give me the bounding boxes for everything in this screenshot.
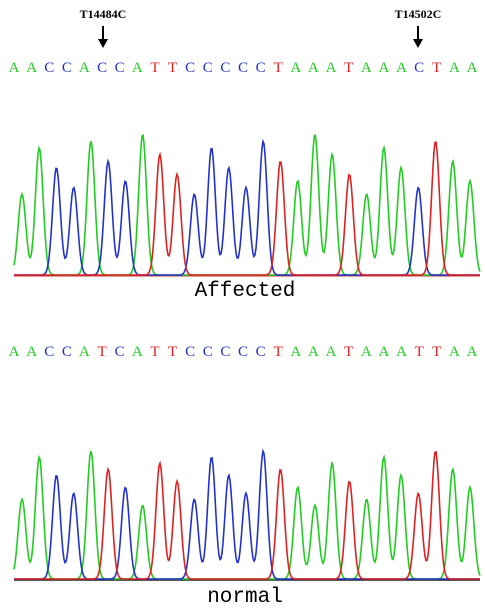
base-letter: A [379,60,390,76]
base-letter: A [467,60,478,76]
mutation-label: T14484C [80,7,127,21]
figure: T14484C T14502C AACCACCATTCCCCCTAAATAAAC… [0,0,485,609]
base-letter: T [344,60,353,76]
base-letter: T [150,60,159,76]
base-letter: C [97,60,107,76]
base-letter: A [361,60,372,76]
base-letter: A [132,344,143,360]
base-letter: C [203,344,213,360]
base-letter: C [256,344,266,360]
base-letter: C [185,60,195,76]
base-letter: A [290,60,301,76]
panel-label: Affected [195,280,296,303]
panel-label: normal [207,586,283,609]
base-letter: T [415,344,424,360]
base-letter: A [308,60,319,76]
base-letter: A [308,344,319,360]
base-letter: C [220,60,230,76]
base-letter: C [44,344,54,360]
base-letter: A [396,344,407,360]
base-letter: C [203,60,213,76]
base-letter: C [185,344,195,360]
base-letter: C [44,60,54,76]
base-letter: T [150,344,159,360]
base-letter: T [432,60,441,76]
base-letter: A [132,60,143,76]
base-letter: A [449,344,460,360]
base-letter: T [432,344,441,360]
base-letter: C [220,344,230,360]
base-letter: A [26,60,37,76]
base-letter: T [274,344,283,360]
base-letter: C [62,344,72,360]
base-letter: A [79,344,90,360]
base-letter: T [97,344,106,360]
base-letter: C [256,60,266,76]
trace [14,451,480,579]
base-letter: T [168,344,177,360]
base-letter: A [467,344,478,360]
base-letter: C [115,60,125,76]
base-letter: A [290,344,301,360]
base-letter: A [326,344,337,360]
base-letter: A [449,60,460,76]
base-letter: A [26,344,37,360]
base-letter: A [396,60,407,76]
base-letter: A [9,60,20,76]
mutation-label: T14502C [395,7,442,21]
base-letter: A [9,344,20,360]
base-letter: A [361,344,372,360]
base-letter: C [115,344,125,360]
base-letter: T [274,60,283,76]
base-letter: T [168,60,177,76]
base-letter: T [344,344,353,360]
base-letter: C [414,60,424,76]
base-letter: C [238,344,248,360]
arrow [98,26,423,48]
base-letter: A [326,60,337,76]
base-letter: C [238,60,248,76]
base-letter: C [62,60,72,76]
base-letter: A [379,344,390,360]
base-letter: A [79,60,90,76]
trace [14,135,480,275]
